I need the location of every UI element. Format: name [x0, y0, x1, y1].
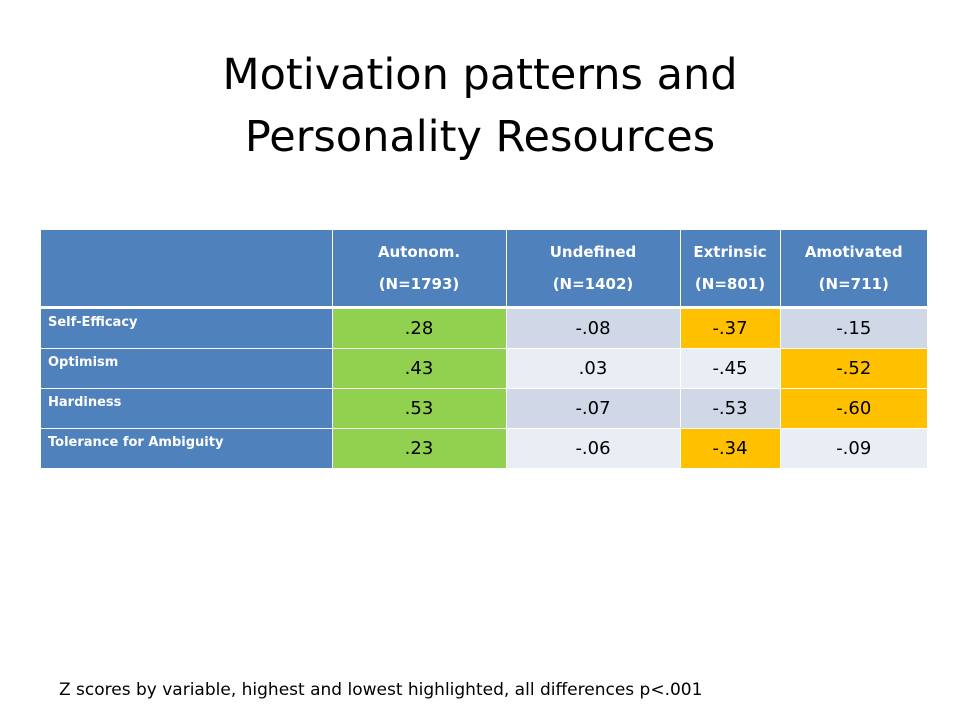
column-header-undefined: Undefined (N=1402) — [505, 230, 680, 309]
row-label: Tolerance for Ambiguity — [41, 428, 332, 469]
column-sample-size: (N=1402) — [552, 275, 634, 293]
value-cell: -.07 — [505, 388, 680, 429]
table-row-tolerance-for-ambiguity: Tolerance for Ambiguity .23 -.06 -.34 -.… — [41, 428, 927, 469]
column-name: Undefined — [549, 243, 637, 261]
value-cell: -.45 — [679, 348, 780, 389]
value-cell-lowest: -.34 — [679, 428, 780, 469]
value-cell: -.15 — [779, 307, 927, 349]
value-cell: -.53 — [679, 388, 780, 429]
value-cell-highest: .43 — [331, 348, 506, 389]
column-sample-size: (N=711) — [818, 275, 889, 293]
table-row-self-efficacy: Self-Efficacy .28 -.08 -.37 -.15 — [41, 307, 927, 349]
value-cell: -.06 — [505, 428, 680, 469]
column-header-extrinsic: Extrinsic (N=801) — [679, 230, 780, 309]
value-cell-lowest: -.52 — [779, 348, 927, 389]
row-label: Self-Efficacy — [41, 307, 332, 349]
z-score-table: Autonom. (N=1793) Undefined (N=1402) Ext… — [41, 230, 927, 469]
title-line-1: Motivation patterns and — [222, 50, 738, 100]
table-row-optimism: Optimism .43 .03 -.45 -.52 — [41, 348, 927, 389]
value-cell: .03 — [505, 348, 680, 389]
column-sample-size: (N=801) — [694, 275, 766, 293]
footnote: Z scores by variable, highest and lowest… — [59, 680, 703, 700]
value-cell-highest: .23 — [331, 428, 506, 469]
value-cell-lowest: -.37 — [679, 307, 780, 349]
column-sample-size: (N=1793) — [378, 275, 460, 293]
column-name: Autonom. — [377, 243, 461, 261]
title-line-2: Personality Resources — [244, 112, 716, 162]
value-cell: -.09 — [779, 428, 927, 469]
value-cell-highest: .28 — [331, 307, 506, 349]
column-name: Extrinsic — [693, 243, 767, 261]
column-header-amotivated: Amotivated (N=711) — [779, 230, 927, 309]
table-header-row: Autonom. (N=1793) Undefined (N=1402) Ext… — [41, 230, 927, 309]
slide-title: Motivation patterns and Personality Reso… — [0, 44, 960, 168]
value-cell-lowest: -.60 — [779, 388, 927, 429]
value-cell-highest: .53 — [331, 388, 506, 429]
column-name: Amotivated — [804, 243, 903, 261]
table-row-hardiness: Hardiness .53 -.07 -.53 -.60 — [41, 388, 927, 429]
column-header-autonomous: Autonom. (N=1793) — [331, 230, 506, 309]
row-label: Optimism — [41, 348, 332, 389]
header-corner-cell — [41, 230, 332, 309]
row-label: Hardiness — [41, 388, 332, 429]
value-cell: -.08 — [505, 307, 680, 349]
